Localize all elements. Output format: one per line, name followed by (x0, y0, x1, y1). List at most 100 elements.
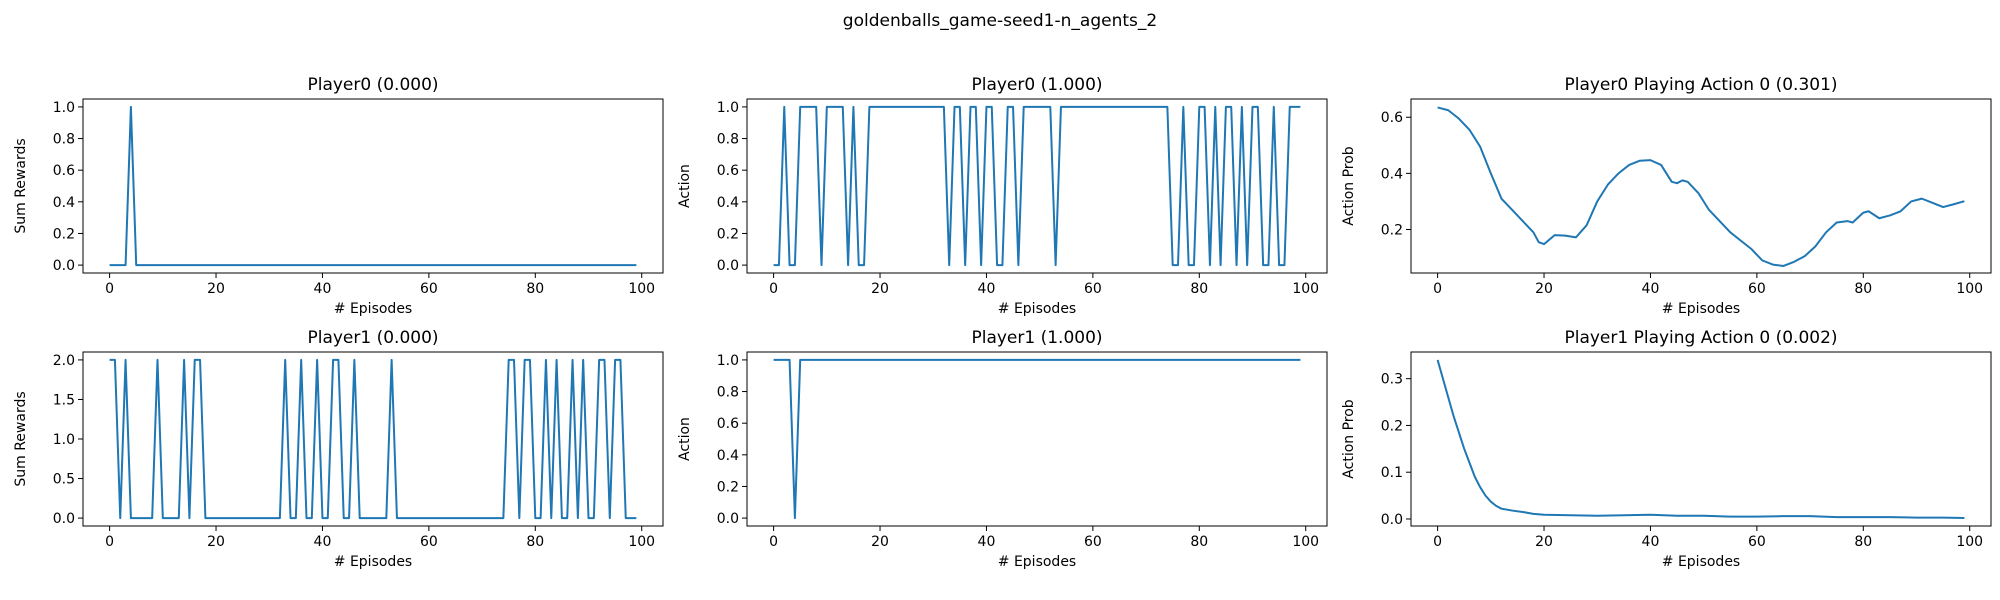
y-tick-label: 0.0 (717, 258, 739, 274)
x-tick-label: 20 (207, 281, 225, 297)
x-tick-label: 20 (207, 534, 225, 550)
x-tick-label: 60 (1084, 281, 1102, 297)
y-tick-label: 0.2 (53, 226, 75, 242)
y-tick-label: 1.0 (53, 100, 75, 116)
y-tick-label: 0.2 (717, 226, 739, 242)
x-tick-label: 100 (1956, 534, 1983, 550)
x-axis-label: # Episodes (1662, 301, 1740, 317)
y-tick-label: 0.2 (1381, 418, 1403, 434)
plot-area-frame (746, 351, 1328, 527)
y-tick-label: 0.6 (717, 163, 739, 179)
x-tick-label: 100 (1292, 281, 1319, 297)
y-tick-label: 0.6 (53, 163, 75, 179)
plot-area-frame (82, 98, 664, 274)
x-tick-label: 40 (1642, 534, 1660, 550)
x-tick-label: 100 (1956, 281, 1983, 297)
y-tick-label: 0.0 (53, 258, 75, 274)
y-axis-label: Action Prob (1341, 146, 1357, 226)
y-axis-label: Sum Rewards (13, 138, 29, 233)
figure-suptitle: goldenballs_game-seed1-n_agents_2 (843, 11, 1157, 31)
y-tick-label: 0.8 (717, 385, 739, 401)
x-tick-label: 80 (526, 534, 544, 550)
subplot-2: Player0 Playing Action 0 (0.301) 0 20 40 60 8… (1341, 75, 1992, 317)
subplot-title: Player0 (1.000) (971, 75, 1102, 95)
series-line (1436, 359, 1965, 520)
subplot-3: Player1 (0.000) 0 20 40 60 80 100 0.0 0.5 1.0 1.5 2… (13, 328, 664, 570)
y-tick-label: 0.4 (717, 195, 739, 211)
x-tick-label: 100 (1292, 534, 1319, 550)
x-tick-label: 60 (420, 281, 438, 297)
y-tick-label: 0.6 (717, 416, 739, 432)
y-tick-label: 0.4 (1381, 166, 1403, 182)
subplot-4: Player1 (1.000) 0 20 40 60 80 100 0.0 0.2 0.4 0.6 0… (677, 328, 1328, 570)
x-tick-label: 60 (1748, 534, 1766, 550)
subplot-title: Player1 Playing Action 0 (0.002) (1564, 328, 1837, 348)
x-tick-label: 0 (1433, 534, 1442, 550)
plot-area-frame (746, 98, 1328, 274)
x-tick-label: 0 (769, 534, 778, 550)
x-tick-label: 60 (1084, 534, 1102, 550)
x-axis-label: # Episodes (334, 301, 412, 317)
y-tick-label: 0.4 (717, 448, 739, 464)
y-tick-label: 0.8 (53, 132, 75, 148)
y-tick-label: 0.4 (53, 195, 75, 211)
y-tick-label: 0.2 (717, 479, 739, 495)
x-tick-label: 0 (1433, 281, 1442, 297)
y-tick-label: 1.0 (717, 100, 739, 116)
x-tick-label: 60 (1748, 281, 1766, 297)
y-tick-label: 0.8 (717, 132, 739, 148)
y-tick-label: 1.5 (53, 392, 75, 408)
y-tick-label: 0.0 (1381, 512, 1403, 528)
x-axis-label: # Episodes (998, 554, 1076, 570)
y-tick-label: 0.0 (717, 511, 739, 527)
x-tick-label: 20 (1535, 534, 1553, 550)
subplot-title: Player1 (0.000) (307, 328, 438, 348)
y-tick-label: 1.0 (53, 432, 75, 448)
x-tick-label: 80 (1190, 281, 1208, 297)
subplot-5: Player1 Playing Action 0 (0.002) 0 20 40 60 8… (1341, 328, 1992, 570)
x-axis-label: # Episodes (334, 554, 412, 570)
subplot-title: Player0 Playing Action 0 (0.301) (1564, 75, 1837, 95)
x-tick-label: 20 (1535, 281, 1553, 297)
series-line (109, 105, 637, 267)
x-tick-label: 100 (628, 534, 655, 550)
x-axis-label: # Episodes (1662, 554, 1740, 570)
y-tick-label: 0.0 (53, 511, 75, 527)
x-tick-label: 0 (769, 281, 778, 297)
x-tick-label: 0 (105, 281, 114, 297)
series-line (773, 358, 1301, 520)
y-axis-label: Action Prob (1341, 399, 1357, 479)
subplot-1: Player0 (1.000) 0 20 40 60 80 100 0.0 0.2 0.4 0.6 0… (677, 75, 1328, 317)
y-tick-label: 2.0 (53, 353, 75, 369)
x-tick-label: 80 (1190, 534, 1208, 550)
y-tick-label: 1.0 (717, 353, 739, 369)
x-tick-label: 60 (420, 534, 438, 550)
series-line (109, 358, 637, 520)
x-tick-label: 40 (314, 281, 332, 297)
x-tick-label: 80 (526, 281, 544, 297)
plot-area-frame (1410, 351, 1992, 527)
plot-area-frame (1410, 98, 1992, 274)
subplot-title: Player1 (1.000) (971, 328, 1102, 348)
x-tick-label: 40 (978, 281, 996, 297)
plot-area-frame (82, 351, 664, 527)
x-tick-label: 0 (105, 534, 114, 550)
x-tick-label: 20 (871, 281, 889, 297)
series-line (773, 105, 1301, 267)
x-tick-label: 80 (1854, 534, 1872, 550)
subplot-title: Player0 (0.000) (307, 75, 438, 95)
x-tick-label: 40 (978, 534, 996, 550)
x-tick-label: 20 (871, 534, 889, 550)
y-axis-label: Action (677, 417, 693, 461)
x-tick-label: 40 (314, 534, 332, 550)
series-line (1437, 106, 1965, 267)
x-tick-label: 40 (1642, 281, 1660, 297)
y-tick-label: 0.1 (1381, 465, 1403, 481)
y-tick-label: 0.2 (1381, 223, 1403, 239)
y-tick-label: 0.6 (1381, 110, 1403, 126)
x-axis-label: # Episodes (998, 301, 1076, 317)
y-tick-label: 0.5 (53, 472, 75, 488)
y-axis-label: Sum Rewards (13, 391, 29, 486)
x-tick-label: 100 (628, 281, 655, 297)
